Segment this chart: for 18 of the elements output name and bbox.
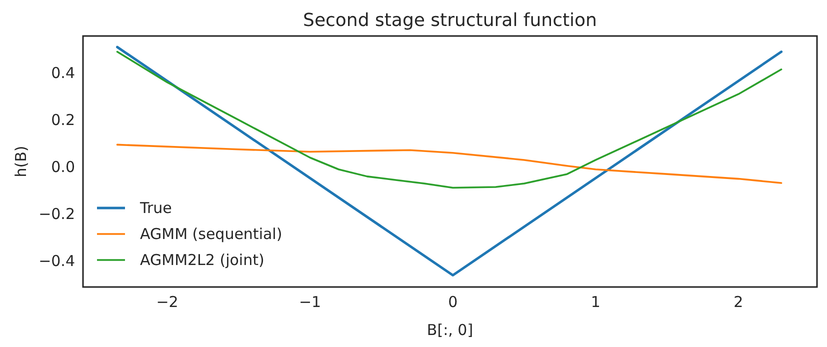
line-series [116, 50, 782, 189]
legend-label: AGMM (sequential) [140, 225, 282, 243]
x-tick-label: 1 [590, 293, 600, 311]
y-tick-label: −0.2 [38, 205, 75, 224]
x-tick-label: −2 [156, 293, 178, 311]
x-tick-label: 0 [448, 293, 458, 311]
y-tick-label: 0.0 [51, 158, 75, 176]
x-tick-label: −1 [298, 293, 322, 311]
x-axis-title: B[:, 0] [426, 321, 474, 339]
chart-title: Second stage structural function [303, 10, 597, 31]
y-tick-label: −0.4 [38, 252, 75, 270]
legend-label: True [139, 199, 172, 217]
y-tick-label: 0.4 [51, 64, 75, 82]
y-tick-label: 0.2 [51, 110, 75, 129]
x-tick-label: 2 [734, 293, 744, 311]
legend-label: AGMM2L2 (joint) [140, 251, 264, 269]
y-axis-title: h(B) [12, 146, 30, 178]
line-series [116, 144, 782, 184]
